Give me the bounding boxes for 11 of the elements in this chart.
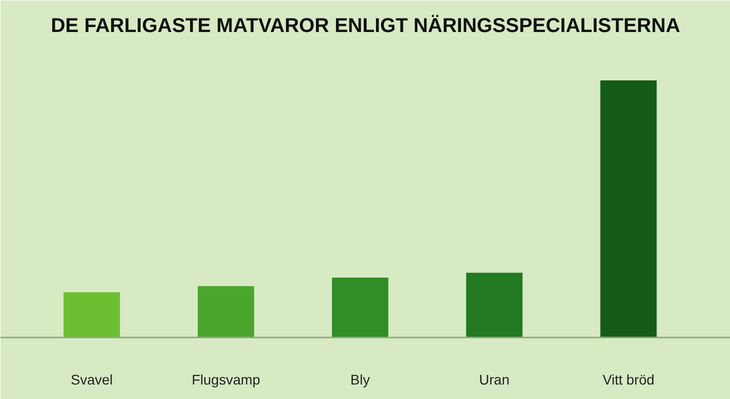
x-tick-label: Svavel — [70, 372, 113, 388]
bar — [198, 286, 254, 338]
bar — [64, 292, 120, 338]
bar — [600, 80, 657, 338]
bar — [332, 278, 388, 338]
chart-title: DE FARLIGASTE MATVAROR ENLIGT NÄRINGSSPECIALISTERNA — [50, 14, 680, 37]
x-tick-label: Vitt bröd — [602, 372, 654, 388]
bar — [466, 272, 523, 338]
x-tick-label: Uran — [479, 372, 510, 388]
x-tick-label: Bly — [350, 372, 370, 388]
x-tick-label: Flugsvamp — [192, 372, 260, 388]
